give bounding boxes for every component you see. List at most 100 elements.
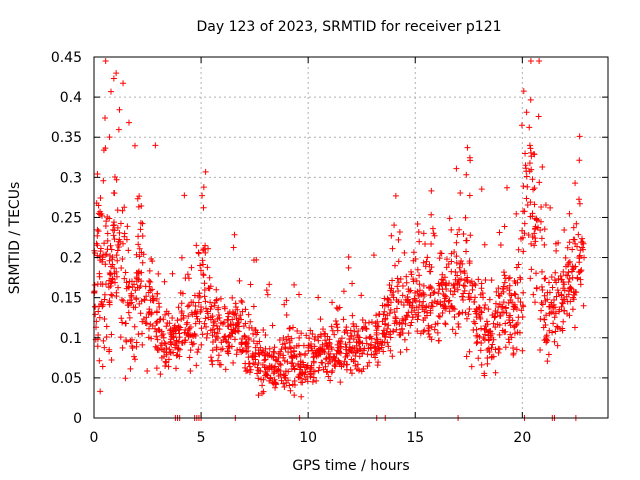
y-axis-label: SRMTID / TECUs: [7, 182, 23, 295]
data-point: [318, 333, 325, 340]
data-point: [511, 323, 518, 330]
data-point: [297, 351, 304, 358]
data-point: [306, 335, 313, 342]
data-point: [501, 279, 508, 286]
data-point: [500, 283, 507, 290]
data-point: [320, 348, 327, 355]
data-point: [296, 334, 303, 341]
data-point: [109, 261, 116, 268]
data-point: [363, 335, 370, 342]
data-point: [253, 256, 260, 263]
data-point: [577, 268, 584, 275]
data-point: [541, 226, 548, 233]
data-point: [227, 333, 234, 340]
data-point: [520, 289, 527, 296]
data-point: [377, 338, 384, 345]
data-point: [349, 280, 356, 287]
data-point: [311, 343, 318, 350]
data-point: [442, 320, 449, 327]
data-point: [478, 186, 485, 193]
data-point: [559, 325, 566, 332]
data-point: [266, 345, 273, 352]
data-point: [103, 323, 110, 330]
data-point: [139, 330, 146, 337]
data-point: [243, 368, 250, 375]
data-point: [421, 327, 428, 334]
data-point: [383, 329, 390, 336]
data-point: [101, 240, 108, 247]
data-point: [225, 313, 232, 320]
data-point: [184, 330, 191, 337]
data-point: [125, 309, 132, 316]
data-point: [428, 211, 435, 218]
data-point: [495, 285, 502, 292]
data-point: [378, 344, 385, 351]
data-point: [531, 201, 538, 208]
data-point: [264, 352, 271, 359]
data-point: [146, 278, 153, 285]
data-point: [188, 299, 195, 306]
data-point: [233, 322, 240, 329]
data-point: [267, 375, 274, 382]
data-point: [188, 309, 195, 316]
data-point: [355, 338, 362, 345]
data-point: [448, 258, 455, 265]
data-point: [176, 346, 183, 353]
data-point: [134, 195, 141, 202]
data-point: [489, 341, 496, 348]
data-point: [331, 331, 338, 338]
data-point: [148, 335, 155, 342]
data-point: [200, 184, 207, 191]
data-point: [100, 147, 107, 154]
data-point: [366, 334, 373, 341]
data-point: [361, 324, 368, 331]
data-point: [526, 124, 533, 131]
data-point: [116, 106, 123, 113]
data-point: [158, 354, 165, 361]
data-point: [399, 292, 406, 299]
x-tick-labels: 0 5 10 15 20: [90, 430, 532, 446]
data-point: [139, 259, 146, 266]
data-point: [214, 335, 221, 342]
data-point: [309, 347, 316, 354]
data-point: [255, 360, 262, 367]
data-point: [157, 371, 164, 378]
data-point: [285, 349, 292, 356]
data-point: [201, 286, 208, 293]
data-point: [234, 306, 241, 313]
data-point: [414, 316, 421, 323]
data-point: [415, 312, 422, 319]
data-point: [139, 341, 146, 348]
data-point: [252, 349, 259, 356]
data-point: [467, 157, 474, 164]
data-point: [117, 220, 124, 227]
data-point: [277, 361, 284, 368]
data-point: [455, 323, 462, 330]
data-point: [506, 274, 513, 281]
data-point: [427, 268, 434, 275]
data-point: [128, 299, 135, 306]
data-point: [524, 183, 531, 190]
data-point: [232, 310, 239, 317]
data-point: [434, 329, 441, 336]
data-point: [502, 344, 509, 351]
data-point: [524, 201, 531, 208]
data-point: [375, 359, 382, 366]
data-point: [111, 265, 118, 272]
data-point: [580, 246, 587, 253]
data-point: [497, 313, 504, 320]
data-point: [195, 249, 202, 256]
data-point: [347, 327, 354, 334]
data-point: [114, 224, 121, 231]
data-point: [213, 344, 220, 351]
data-point: [420, 291, 427, 298]
data-point: [488, 344, 495, 351]
data-point: [252, 344, 259, 351]
data-point: [384, 295, 391, 302]
data-point: [108, 278, 115, 285]
data-point: [200, 272, 207, 279]
data-point: [127, 338, 134, 345]
data-point: [355, 367, 362, 374]
data-point: [538, 307, 545, 314]
data-point: [153, 309, 160, 316]
